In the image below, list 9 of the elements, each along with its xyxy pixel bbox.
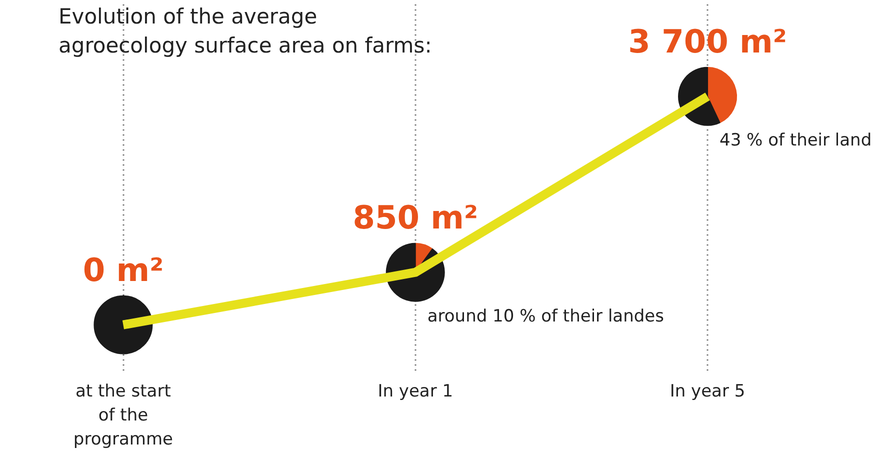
data-label: 0 m² xyxy=(82,250,164,289)
x-tick-label: at the start of the programme xyxy=(73,382,174,450)
data-label: 850 m² xyxy=(352,198,478,236)
data-label: 3 700 m² xyxy=(628,22,787,60)
annotation: around 10 % of their landes xyxy=(427,306,664,326)
x-tick-label: In year 5 xyxy=(670,382,746,402)
chart-title: Evolution of the average agroecology surface area on farms: xyxy=(58,4,432,58)
x-tick-label: In year 1 xyxy=(378,382,454,402)
annotation: 43 % of their land xyxy=(720,130,872,150)
